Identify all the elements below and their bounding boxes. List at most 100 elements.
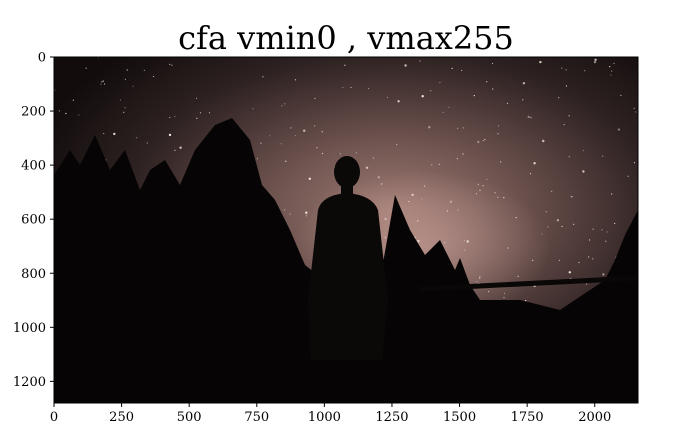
star	[479, 277, 481, 279]
star	[284, 103, 286, 105]
star	[606, 231, 608, 233]
star	[565, 69, 567, 71]
y-tick-label: 400	[21, 159, 46, 174]
star	[476, 280, 478, 283]
star	[461, 69, 463, 72]
star	[492, 88, 494, 90]
star	[174, 115, 176, 118]
star	[438, 163, 440, 165]
star	[475, 193, 478, 195]
star	[530, 116, 532, 119]
star	[355, 152, 357, 154]
star	[342, 86, 344, 89]
star	[561, 225, 563, 228]
star	[482, 140, 484, 142]
star	[169, 63, 171, 65]
star	[414, 236, 416, 238]
star	[473, 95, 475, 97]
star	[368, 87, 370, 90]
star	[609, 66, 611, 68]
star	[321, 131, 323, 133]
star	[620, 94, 622, 96]
star	[602, 273, 605, 276]
star	[314, 125, 316, 127]
star	[269, 135, 271, 137]
star	[633, 107, 635, 109]
star	[527, 115, 530, 119]
star	[589, 239, 591, 241]
star	[515, 217, 517, 219]
star	[491, 62, 494, 65]
star	[611, 193, 613, 195]
star	[561, 67, 563, 69]
star	[102, 80, 104, 82]
star	[525, 300, 527, 302]
star	[100, 83, 102, 85]
star	[497, 196, 499, 198]
star	[539, 60, 542, 64]
star	[417, 220, 419, 222]
x-axis: 0 250 500 750 1000 1250 1500 1750 2000	[50, 403, 611, 425]
star	[547, 226, 549, 228]
star	[124, 78, 126, 80]
star	[396, 144, 398, 146]
star	[582, 170, 585, 173]
y-tick-label: 1000	[13, 321, 46, 336]
image-frame	[53, 56, 639, 404]
star	[85, 67, 87, 69]
star	[411, 193, 414, 197]
star	[421, 198, 423, 200]
star	[381, 183, 383, 185]
star	[72, 99, 74, 101]
star	[542, 139, 545, 143]
star	[285, 160, 287, 162]
star	[532, 259, 534, 261]
star	[377, 176, 380, 179]
x-tick-label: 250	[109, 410, 134, 425]
star	[339, 153, 341, 155]
star	[517, 275, 519, 277]
star	[477, 140, 480, 144]
image-area	[54, 57, 638, 403]
star	[601, 229, 603, 231]
star	[451, 67, 453, 69]
star	[588, 256, 590, 258]
star	[449, 200, 453, 203]
star	[507, 247, 509, 249]
star	[593, 60, 597, 64]
star	[558, 259, 561, 261]
star	[463, 239, 465, 241]
star	[484, 139, 486, 141]
star	[384, 217, 387, 221]
y-axis: 0 200 400 600 800 1000 1200	[13, 51, 54, 390]
star	[627, 175, 629, 177]
x-tick-label: 0	[50, 410, 58, 425]
star	[386, 96, 389, 98]
star	[252, 108, 254, 110]
star	[457, 127, 459, 129]
star	[428, 126, 431, 129]
star	[289, 213, 291, 215]
star	[506, 102, 509, 104]
star	[280, 143, 282, 145]
y-tick-label: 800	[21, 267, 46, 282]
star	[174, 149, 176, 151]
x-tick-label: 1000	[308, 410, 341, 425]
star	[503, 296, 505, 299]
star	[602, 155, 604, 157]
star	[294, 135, 296, 137]
person-silhouette	[308, 156, 388, 403]
star	[308, 177, 311, 180]
star	[113, 132, 116, 136]
star	[592, 258, 594, 260]
star	[365, 166, 369, 169]
star	[500, 161, 502, 163]
star	[260, 142, 262, 144]
star	[594, 58, 597, 61]
star	[464, 249, 466, 251]
star	[503, 197, 505, 199]
star	[541, 233, 543, 235]
star	[448, 106, 450, 108]
chart-title: cfa vmin0 , vmax255	[178, 19, 514, 57]
railing	[419, 275, 638, 292]
